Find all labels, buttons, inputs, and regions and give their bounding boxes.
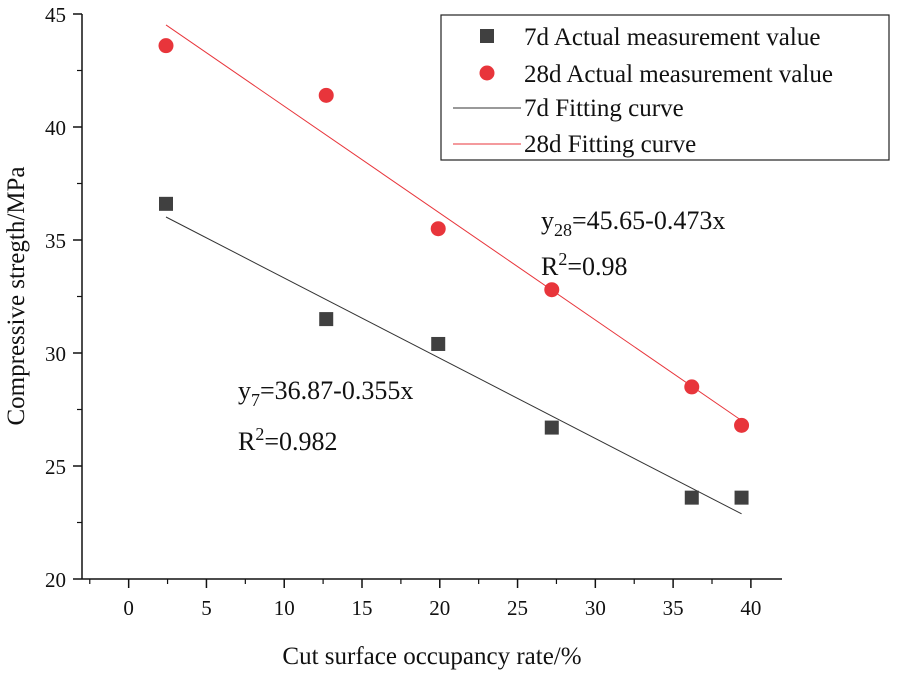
legend: 7d Actual measurement value 28d Actual m… bbox=[440, 14, 890, 161]
x-tick-label: 0 bbox=[123, 596, 134, 620]
x-axis-ticks: 0 5 10 15 20 25 30 35 40 bbox=[89, 579, 761, 620]
point-7d bbox=[734, 490, 749, 505]
point-28d bbox=[544, 282, 560, 298]
y-axis-label: Compressive stregth/MPa bbox=[3, 166, 30, 425]
annotation-28d-r2: R2=0.98 bbox=[541, 249, 628, 281]
x-tick-label: 10 bbox=[274, 596, 295, 620]
fit-lines bbox=[165, 24, 742, 515]
point-7d bbox=[319, 312, 334, 327]
point-28d bbox=[684, 379, 700, 395]
point-28d bbox=[430, 221, 446, 237]
legend-box bbox=[440, 14, 890, 161]
y-axis-ticks: 20 25 30 35 40 45 bbox=[45, 3, 82, 592]
y-tick-label: 30 bbox=[45, 342, 66, 366]
y-tick-label: 35 bbox=[45, 229, 66, 253]
annotation-7d-equation: y7=36.87-0.355x bbox=[238, 376, 413, 410]
legend-label-28d-fit: 28d Fitting curve bbox=[524, 131, 696, 158]
legend-label-7d-points: 7d Actual measurement value bbox=[524, 24, 820, 51]
y-tick-label: 25 bbox=[45, 455, 66, 479]
point-7d bbox=[544, 420, 559, 435]
x-tick-label: 40 bbox=[740, 596, 761, 620]
fit-line-7d bbox=[165, 216, 742, 515]
x-tick-label: 25 bbox=[507, 596, 528, 620]
y-tick-label: 40 bbox=[45, 116, 66, 140]
annotation-7d: y7=36.87-0.355x R2=0.982 bbox=[238, 376, 413, 456]
point-28d bbox=[158, 38, 174, 54]
legend-marker-7d-points bbox=[480, 29, 494, 43]
point-28d bbox=[734, 417, 750, 433]
point-7d bbox=[159, 196, 173, 211]
annotation-28d-equation: y28=45.65-0.473x bbox=[541, 206, 725, 240]
annotation-7d-r2: R2=0.982 bbox=[238, 424, 338, 456]
x-axis-label: Cut surface occupancy rate/% bbox=[282, 643, 581, 670]
x-tick-label: 5 bbox=[201, 596, 212, 620]
y-tick-label: 45 bbox=[45, 3, 66, 27]
legend-label-28d-points: 28d Actual measurement value bbox=[524, 61, 833, 88]
x-tick-label: 30 bbox=[585, 596, 606, 620]
legend-marker-28d-points bbox=[479, 65, 495, 81]
data-points bbox=[158, 38, 750, 505]
x-tick-label: 20 bbox=[429, 596, 450, 620]
fit-line-28d bbox=[165, 24, 742, 421]
x-tick-label: 35 bbox=[663, 596, 684, 620]
x-tick-label: 15 bbox=[352, 596, 373, 620]
legend-label-7d-fit: 7d Fitting curve bbox=[524, 95, 684, 122]
point-7d bbox=[684, 490, 699, 505]
point-28d bbox=[318, 87, 334, 103]
point-7d bbox=[431, 336, 446, 351]
annotation-28d: y28=45.65-0.473x R2=0.98 bbox=[541, 206, 725, 281]
y-tick-label: 20 bbox=[45, 568, 66, 592]
